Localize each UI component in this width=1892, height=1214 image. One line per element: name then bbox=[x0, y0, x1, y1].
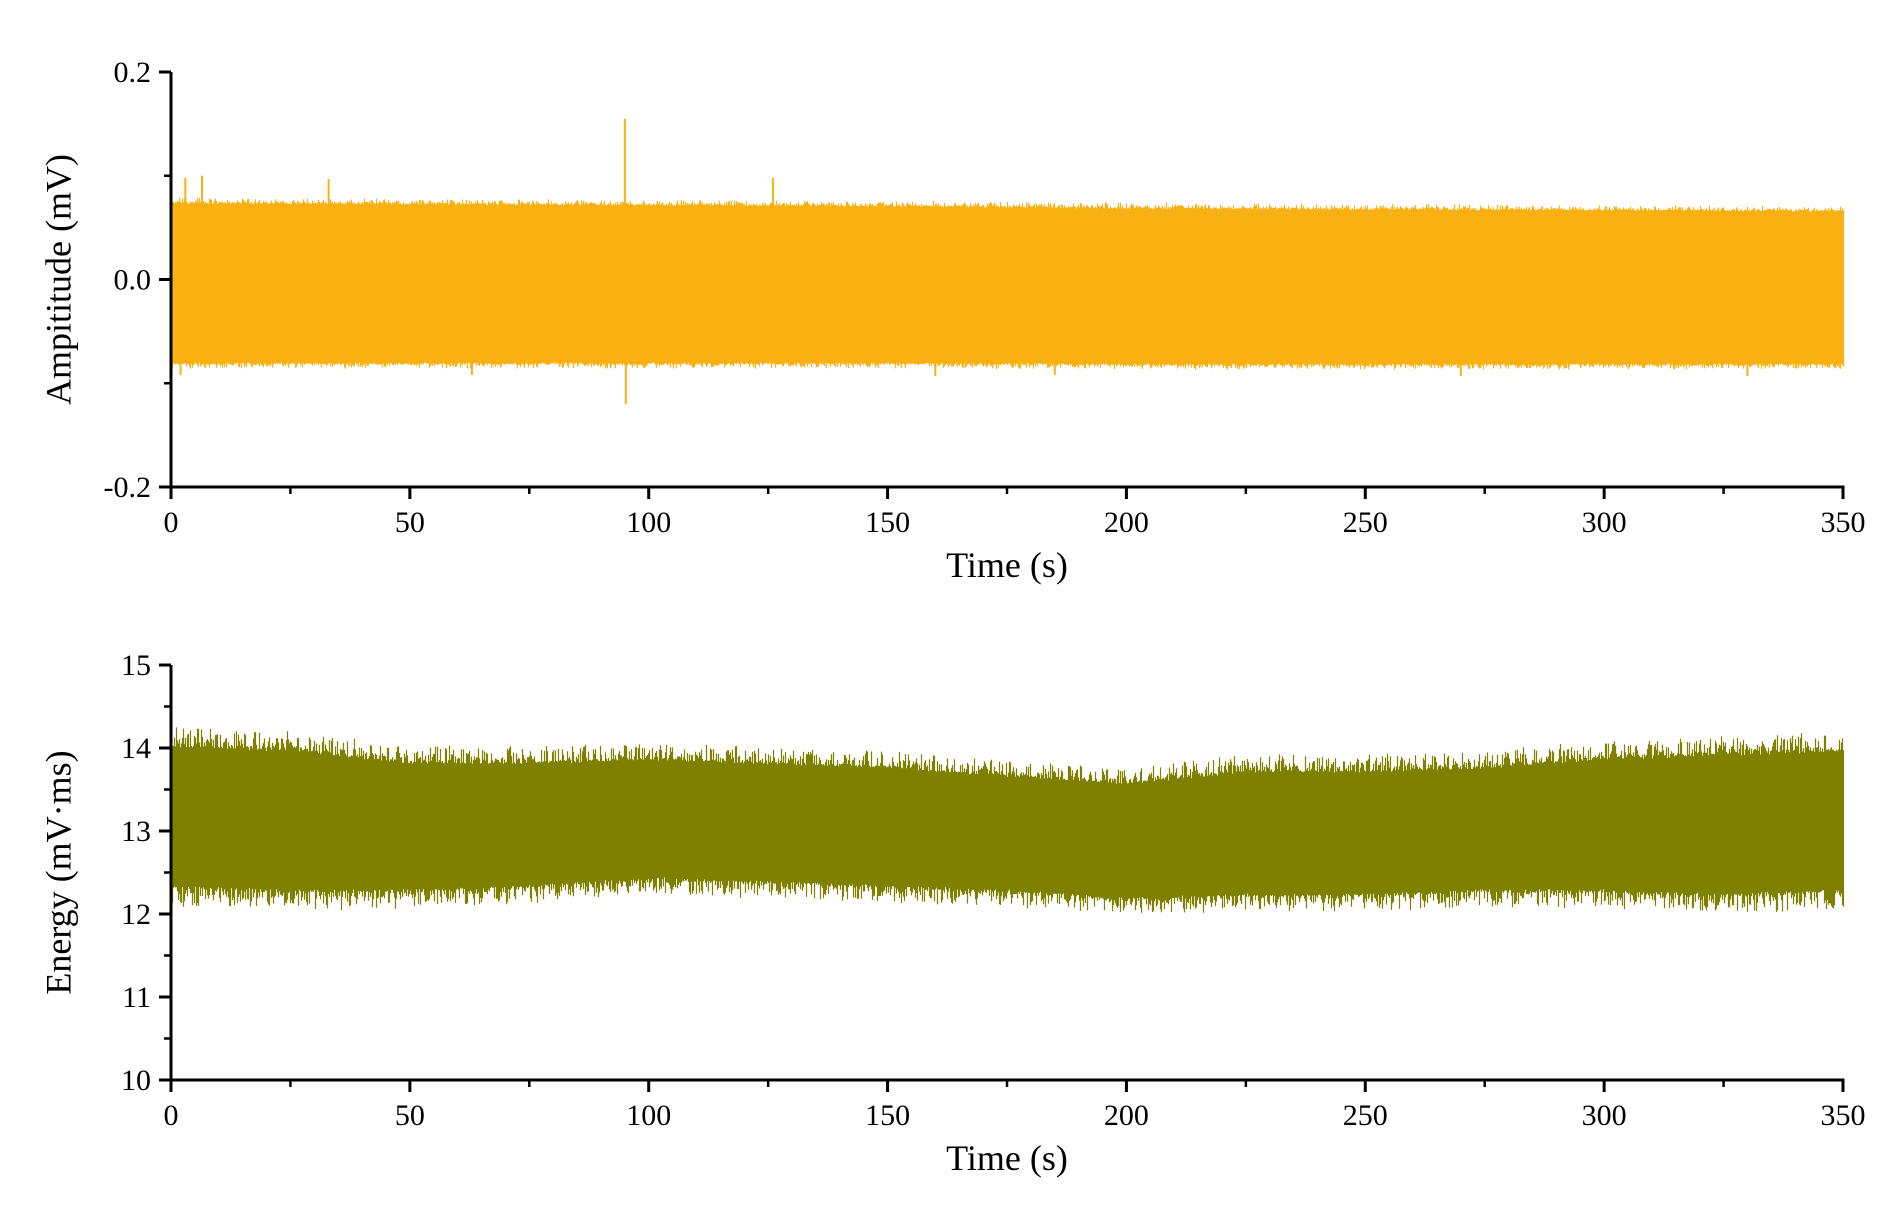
x-tick-label: 100 bbox=[626, 1099, 671, 1132]
x-tick-label: 50 bbox=[395, 1099, 425, 1132]
x-tick-label: 200 bbox=[1104, 506, 1149, 539]
y-tick-label: 13 bbox=[121, 815, 151, 848]
energy-chart: 0 50 100 150 200 250 300 350 10 11 12 13 14 15 Time … bbox=[38, 649, 1865, 1178]
energy-y-ticks: 10 11 12 13 14 15 bbox=[121, 649, 171, 1097]
signal-trace bbox=[170, 197, 1845, 370]
x-tick-label: 200 bbox=[1104, 1099, 1149, 1132]
x-tick-label: 0 bbox=[164, 1099, 179, 1132]
x-tick-label: 50 bbox=[395, 506, 425, 539]
amplitude-y-ticks: -0.2 0.0 0.2 bbox=[104, 56, 171, 504]
energy-x-ticks: 0 50 100 150 200 250 300 350 bbox=[164, 1080, 1866, 1132]
x-tick-label: 350 bbox=[1821, 506, 1866, 539]
y-tick-label: -0.2 bbox=[104, 471, 152, 504]
y-tick-label: 12 bbox=[121, 898, 151, 931]
x-tick-label: 250 bbox=[1343, 506, 1388, 539]
x-tick-label: 300 bbox=[1582, 506, 1627, 539]
energy-signal bbox=[170, 727, 1845, 913]
y-tick-label: 15 bbox=[121, 649, 151, 682]
amplitude-signal bbox=[170, 118, 1845, 404]
y-tick-label: 0.0 bbox=[114, 264, 152, 297]
y-tick-label: 11 bbox=[122, 981, 151, 1014]
signal-trace bbox=[170, 727, 1845, 913]
y-tick-label: 14 bbox=[121, 732, 151, 765]
x-tick-label: 0 bbox=[164, 506, 179, 539]
x-tick-label: 300 bbox=[1582, 1099, 1627, 1132]
amplitude-y-axis-title: Ampititude (mV) bbox=[38, 154, 78, 405]
x-tick-label: 250 bbox=[1343, 1099, 1388, 1132]
x-tick-label: 150 bbox=[865, 1099, 910, 1132]
x-tick-label: 350 bbox=[1821, 1099, 1866, 1132]
energy-x-axis-title: Time (s) bbox=[946, 1138, 1068, 1178]
energy-y-axis-title: Energy (mV·ms) bbox=[38, 750, 78, 994]
amplitude-x-ticks: 0 50 100 150 200 250 300 350 bbox=[164, 487, 1866, 539]
y-tick-label: 10 bbox=[121, 1064, 151, 1097]
y-tick-label: 0.2 bbox=[114, 56, 152, 89]
x-tick-label: 100 bbox=[626, 506, 671, 539]
amplitude-chart: 0 50 100 150 200 250 300 350 -0.2 0.0 0.2 Time (s… bbox=[38, 56, 1865, 585]
amplitude-x-axis-title: Time (s) bbox=[946, 545, 1068, 585]
x-tick-label: 150 bbox=[865, 506, 910, 539]
